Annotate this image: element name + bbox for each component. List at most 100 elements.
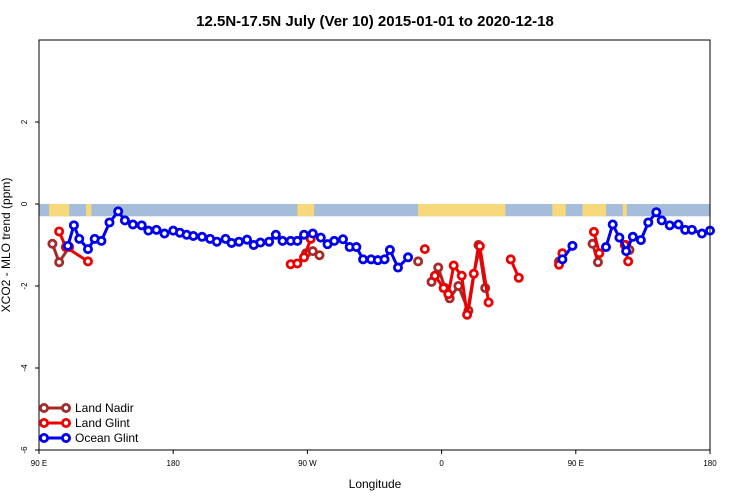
data-point	[392, 262, 403, 273]
data-point	[82, 244, 93, 255]
data-point	[438, 283, 449, 294]
data-point	[468, 268, 479, 279]
data-point	[607, 219, 618, 230]
data-point	[505, 254, 516, 265]
legend-marker	[61, 417, 72, 428]
data-point	[686, 224, 697, 235]
data-point	[127, 219, 138, 230]
data-point	[292, 258, 303, 269]
data-point	[82, 256, 93, 267]
y-axis-label: XCO2 - MLO trend (ppm)	[0, 178, 13, 313]
legend-marker	[61, 432, 72, 443]
data-point	[635, 235, 646, 246]
data-point	[483, 297, 494, 308]
data-point	[264, 236, 275, 247]
legend-marker	[39, 402, 50, 413]
data-point	[307, 246, 318, 257]
data-point	[358, 254, 369, 265]
series-ocean-glint	[62, 206, 716, 273]
data-point	[456, 270, 467, 281]
data-point	[119, 215, 130, 226]
data-point	[270, 229, 281, 240]
data-point	[413, 256, 424, 267]
data-point	[113, 206, 124, 217]
data-point	[696, 228, 707, 239]
data-point	[419, 244, 430, 255]
data-point	[433, 262, 444, 273]
map-strip	[39, 204, 710, 217]
y-tick-label: -6	[20, 446, 29, 454]
data-point	[623, 256, 634, 267]
data-point	[448, 260, 459, 271]
x-tick-label: 90 E	[31, 459, 47, 468]
data-point	[47, 238, 58, 249]
data-point	[292, 235, 303, 246]
legend-label: Land Glint	[75, 416, 130, 430]
plot-frame	[38, 39, 711, 451]
data-point	[197, 231, 208, 242]
data-point	[557, 254, 568, 265]
y-tick-label: 0	[20, 201, 29, 206]
data-point	[462, 309, 473, 320]
data-point	[54, 226, 65, 237]
data-point	[299, 252, 310, 263]
chart-title: 12.5N-17.5N July (Ver 10) 2015-01-01 to …	[196, 13, 554, 30]
data-point	[337, 234, 348, 245]
data-point	[233, 236, 244, 247]
land-patch	[49, 204, 70, 217]
x-tick-label: 0	[439, 459, 444, 468]
data-point	[429, 270, 440, 281]
legend-label: Ocean Glint	[75, 431, 139, 445]
data-point	[68, 220, 79, 231]
data-point	[314, 250, 325, 261]
x-tick-label: 90 E	[568, 459, 584, 468]
legend-marker	[39, 432, 50, 443]
data-point	[627, 231, 638, 242]
data-point	[307, 228, 318, 239]
data-point	[474, 241, 485, 252]
data-point	[651, 207, 662, 218]
data-point	[351, 242, 362, 253]
data-point	[151, 224, 162, 235]
data-point	[567, 240, 578, 251]
data-point	[62, 240, 73, 251]
land-patch	[622, 204, 627, 217]
data-point	[600, 242, 611, 253]
data-point	[54, 257, 65, 268]
data-point	[673, 219, 684, 230]
land-patch	[85, 204, 92, 217]
data-point	[588, 226, 599, 237]
data-point	[656, 215, 667, 226]
data-point	[104, 217, 115, 228]
data-point	[443, 289, 454, 300]
data-point	[384, 244, 395, 255]
data-point	[329, 235, 340, 246]
data-point	[453, 280, 464, 291]
legend-marker	[39, 417, 50, 428]
data-point	[143, 225, 154, 236]
land-patch	[418, 204, 506, 217]
data-point	[226, 237, 237, 248]
data-point	[136, 220, 147, 231]
data-point	[403, 252, 414, 263]
land-patch	[552, 204, 566, 217]
data-point	[299, 229, 310, 240]
y-tick-label: 2	[20, 119, 29, 124]
x-tick-label: 180	[703, 459, 717, 468]
land-patch	[297, 204, 315, 217]
data-point	[664, 220, 675, 231]
x-axis-label: Longitude	[349, 477, 402, 491]
data-point	[643, 217, 654, 228]
data-point	[277, 235, 288, 246]
data-point	[96, 235, 107, 246]
land-patch	[582, 204, 606, 217]
data-point	[379, 254, 390, 265]
legend-label: Land Nadir	[75, 401, 134, 415]
y-tick-label: -4	[20, 364, 29, 372]
data-point	[74, 233, 85, 244]
data-point	[188, 230, 199, 241]
data-point	[242, 234, 253, 245]
data-point	[211, 236, 222, 247]
legend-marker	[61, 402, 72, 413]
